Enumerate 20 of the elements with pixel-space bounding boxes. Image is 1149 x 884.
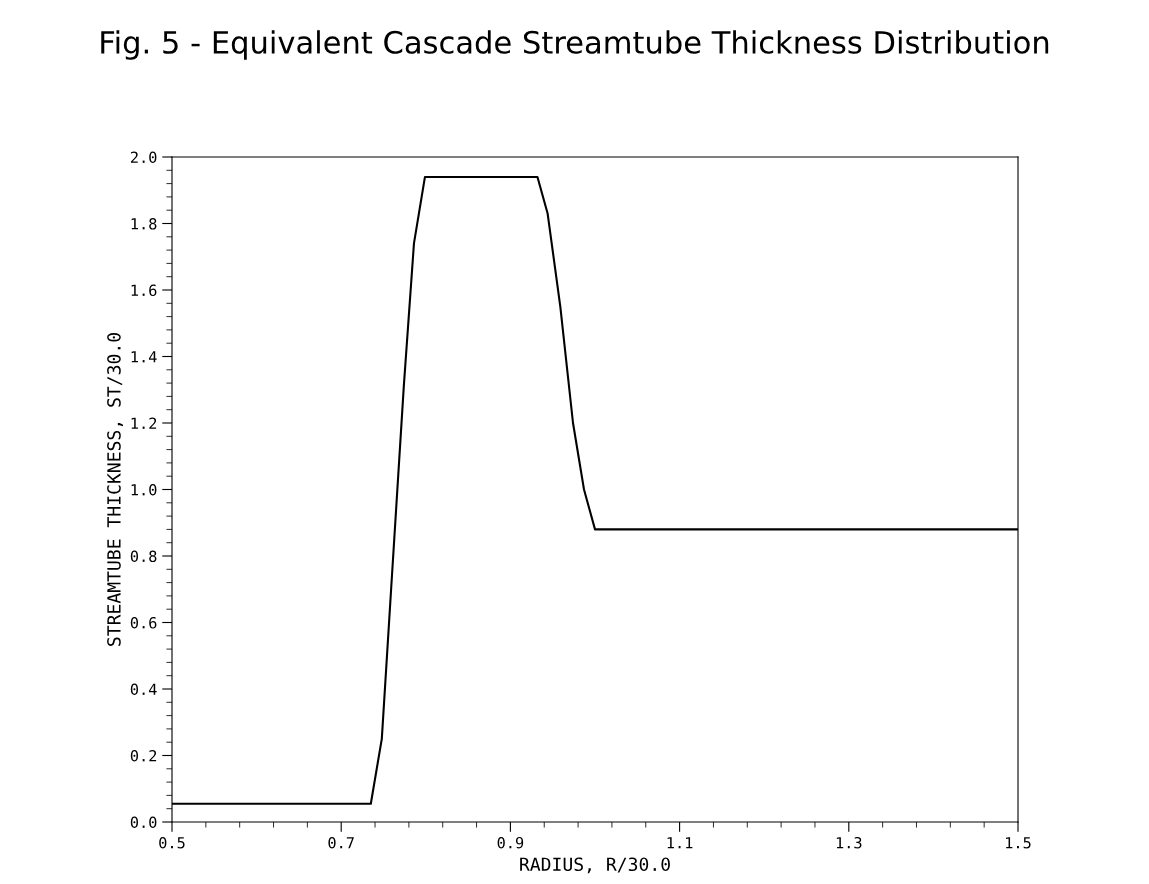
y-axis-title: STREAMTUBE THICKNESS, ST/30.0 (107, 333, 124, 646)
y-tick-label: 1.4 (131, 351, 157, 363)
y-tick-label: 1.6 (131, 284, 157, 297)
y-tick-label: 1.8 (131, 218, 157, 230)
y-tick-label: 1.0 (131, 484, 157, 496)
y-tick-label: 0.0 (130, 816, 157, 829)
y-tick-label: 2.0 (130, 151, 157, 164)
x-tick-label: 0.7 (328, 836, 354, 849)
x-tick-label: 1.5 (1006, 837, 1031, 849)
y-tick-label: 1.2 (131, 417, 157, 429)
x-tick-label: 0.9 (497, 836, 524, 849)
chart-title: Fig. 5 - Equivalent Cascade Streamtube Thickness Distribution (101, 30, 1049, 60)
y-tick-label: 0.4 (130, 683, 157, 696)
x-tick-label: 1.1 (667, 837, 693, 849)
y-tick-label: 0.8 (130, 550, 157, 563)
y-tick-label: 0.2 (130, 750, 157, 762)
x-axis-title: RADIUS, R/30.0 (520, 857, 670, 874)
y-tick-label: 0.6 (130, 617, 157, 629)
x-tick-label: 0.5 (159, 836, 185, 849)
x-tick-label: 1.3 (836, 836, 862, 849)
